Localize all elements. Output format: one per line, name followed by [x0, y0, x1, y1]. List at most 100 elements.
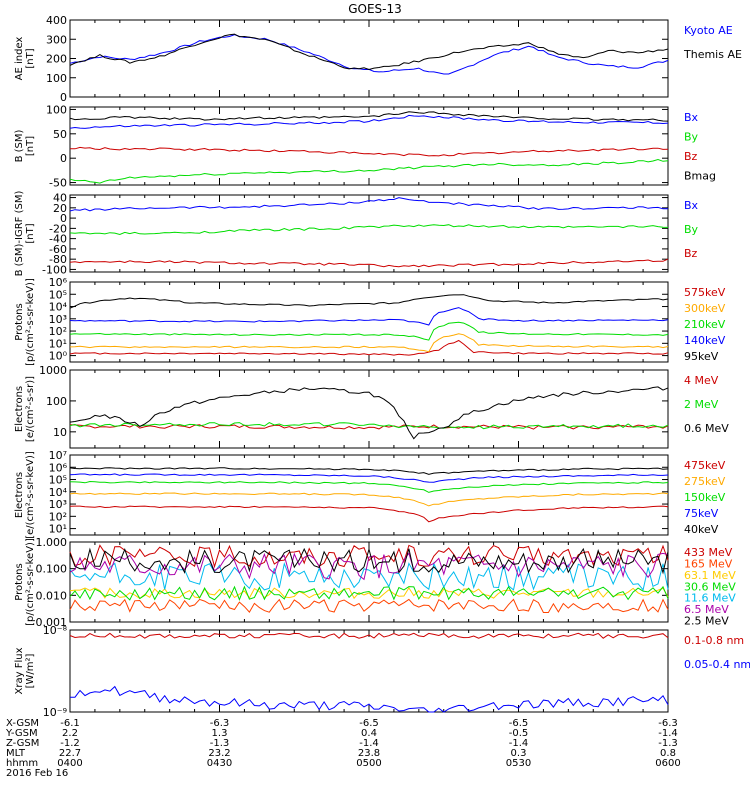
- series-line-bz: [69, 146, 669, 157]
- footer-value: 0.3: [511, 748, 527, 759]
- footer-row-label: Y-GSM: [5, 728, 38, 739]
- footer-value: 0.8: [660, 748, 676, 759]
- footer-value: -1.3: [658, 738, 678, 749]
- series-line-475kev: [69, 505, 669, 523]
- legend-entry: Themis AE: [683, 48, 742, 61]
- footer-value: 0530: [506, 758, 531, 769]
- legend-entry: 2.5 MeV: [684, 615, 729, 628]
- y-tick-label: 0: [60, 152, 67, 165]
- legend-entry: 433 MeV: [684, 546, 733, 559]
- y-tick-label: 400: [46, 14, 67, 27]
- legend-entry: 30.6 MeV: [684, 580, 736, 593]
- footer-value: 0600: [655, 758, 680, 769]
- y-tick-label: 10¹: [49, 523, 67, 536]
- series-line-2-mev: [69, 422, 669, 430]
- series-line-30-6-mev: [69, 585, 669, 601]
- series-line-300kev: [69, 333, 669, 353]
- y-axis-label: B (SM)-IGRF (SM)[nT]: [14, 191, 36, 277]
- y-tick-label: 10⁻⁹: [43, 706, 67, 719]
- series-line-themis-ae: [69, 33, 669, 71]
- panel-7: 0.001 0.010 0.100 1.000Protons[p/(cm²-s-sr-…: [14, 536, 736, 629]
- footer-value: 0430: [207, 758, 232, 769]
- series-line-bx: [69, 114, 669, 129]
- footer-value: 22.7: [59, 748, 81, 759]
- panel-frame: [69, 369, 669, 449]
- y-tick-label: -40: [49, 233, 67, 246]
- legend-entry: Bz: [684, 247, 698, 260]
- y-tick-label: 200: [46, 53, 67, 66]
- series-line-575kev: [69, 339, 669, 356]
- y-tick-label: 20: [53, 202, 67, 215]
- series-line-2-5-mev: [69, 547, 669, 575]
- footer-value: -1.4: [658, 728, 678, 739]
- series-line-165-mev: [69, 598, 669, 613]
- y-axis-label: Electrons[e/(cm²-s-sr-keV)]: [14, 451, 36, 539]
- y-axis-label: Electrons[e/(cm²-s-sr)]: [14, 376, 36, 442]
- series-line-by: [69, 224, 669, 236]
- legend-entry: 75keV: [684, 507, 719, 520]
- series-line-bx: [69, 197, 668, 212]
- series-line-4-mev: [69, 424, 669, 430]
- y-tick-label: 100: [46, 395, 67, 408]
- series-line-kyoto-ae: [69, 34, 669, 75]
- legend-entry: 165 MeV: [684, 557, 733, 570]
- y-tick-label: 10⁴: [49, 301, 68, 314]
- footer-value: -1.2: [60, 738, 80, 749]
- y-tick-label: 0.100: [36, 563, 68, 576]
- y-tick-label: 10⁵: [49, 288, 67, 301]
- series-line-by: [69, 158, 669, 184]
- y-tick-label: -50: [49, 177, 67, 190]
- series-line-6-5-mev: [69, 552, 669, 581]
- y-tick-label: 0: [60, 212, 67, 225]
- footer-value: -6.3: [210, 718, 230, 729]
- y-tick-label: 10⁴: [49, 486, 68, 499]
- footer-value: 1.3: [212, 728, 228, 739]
- series-line-40kev: [69, 467, 669, 475]
- legend-entry: By: [684, 131, 699, 144]
- panel-8: 10⁻⁹ 10⁻⁸ Xray Flux[W/m²] 0.1-0.8 nm 0.05-0.…: [14, 624, 750, 719]
- legend-entry: 150keV: [684, 491, 726, 504]
- legend-entry: 140keV: [684, 334, 726, 347]
- y-tick-label: -80: [49, 253, 67, 266]
- legend-entry: 0.6 MeV: [684, 422, 729, 435]
- series-line-433-mev: [69, 544, 669, 569]
- panel-1: 0 100 200 300 400 AE index[nT] Kyoto AE Themis …: [14, 14, 742, 104]
- legend-entry: By: [684, 223, 699, 236]
- y-tick-label: 10⁰: [49, 350, 68, 363]
- series-line-150kev: [69, 480, 669, 493]
- series-line-0-1-0-8-nm: [69, 632, 669, 639]
- y-axis-label: Protons[p/(cm²-s-sr-keV)]: [14, 538, 36, 626]
- legend-entry: Bz: [684, 150, 698, 163]
- legend-entry: Bx: [684, 199, 699, 212]
- footer-value: -6.1: [60, 718, 80, 729]
- footer-row-label: X-GSM: [6, 718, 39, 729]
- date-label: 2016 Feb 16: [6, 768, 68, 779]
- series-line-bz: [69, 258, 669, 268]
- series-line-11-6-mev: [69, 561, 669, 591]
- footer-row-label: MLT: [6, 748, 26, 759]
- footer-row-label: Z-GSM: [6, 738, 39, 749]
- y-tick-label: 10: [53, 426, 67, 439]
- legend-entry: 0.1-0.8 nm: [684, 634, 744, 647]
- y-tick-label: 10⁶: [49, 461, 68, 474]
- y-tick-label: 10³: [49, 313, 67, 326]
- y-tick-label: 0.001: [36, 616, 68, 629]
- legend-entry: 95keV: [684, 350, 719, 363]
- legend-entry: 475keV: [684, 459, 726, 472]
- series-line-75kev: [69, 473, 669, 483]
- y-tick-label: 1.000: [36, 536, 68, 549]
- y-tick-label: 10⁵: [49, 474, 67, 487]
- y-tick-label: 10³: [49, 498, 67, 511]
- series-line-95kev: [69, 294, 669, 309]
- y-tick-label: 10²: [49, 325, 67, 338]
- y-tick-label: 10⁷: [49, 449, 67, 462]
- legend-entry: 2 MeV: [684, 398, 719, 411]
- y-axis-label: Xray Flux[W/m²]: [14, 647, 36, 694]
- y-tick-label: 0.010: [36, 589, 68, 602]
- y-axis-label: B (SM)[nT]: [14, 129, 36, 162]
